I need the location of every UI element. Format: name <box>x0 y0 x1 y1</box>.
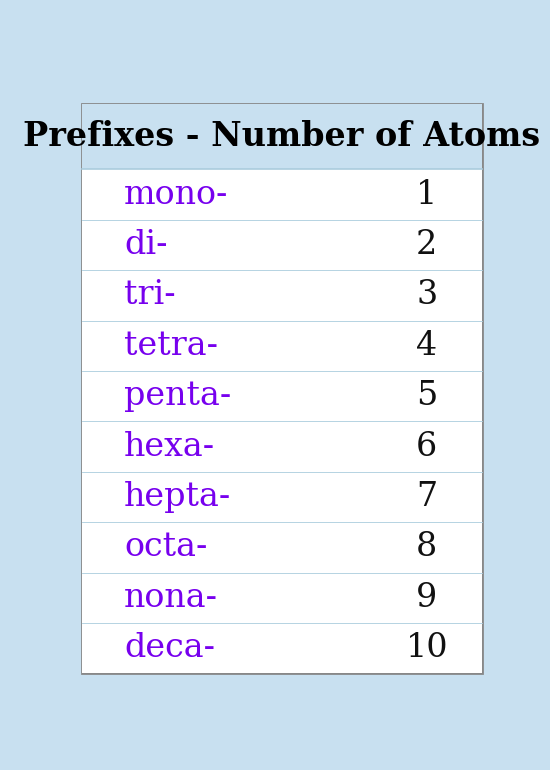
Text: nona-: nona- <box>124 582 218 614</box>
Text: 8: 8 <box>416 531 437 564</box>
Text: 5: 5 <box>416 380 437 412</box>
Text: 4: 4 <box>416 330 437 362</box>
Text: 9: 9 <box>416 582 437 614</box>
Text: tri-: tri- <box>124 280 176 312</box>
Text: penta-: penta- <box>124 380 232 412</box>
Text: mono-: mono- <box>124 179 229 211</box>
Text: Prefixes - Number of Atoms: Prefixes - Number of Atoms <box>23 120 541 153</box>
Text: octa-: octa- <box>124 531 207 564</box>
Text: di-: di- <box>124 229 168 261</box>
Text: tetra-: tetra- <box>124 330 218 362</box>
Text: 3: 3 <box>416 280 437 312</box>
Text: 2: 2 <box>416 229 437 261</box>
Text: hexa-: hexa- <box>124 430 215 463</box>
Text: 6: 6 <box>416 430 437 463</box>
Text: 10: 10 <box>405 632 448 665</box>
Text: 7: 7 <box>416 481 437 513</box>
Text: deca-: deca- <box>124 632 215 665</box>
Text: 1: 1 <box>416 179 437 211</box>
Text: hepta-: hepta- <box>124 481 232 513</box>
Bar <box>81 104 482 169</box>
Bar <box>81 169 482 674</box>
